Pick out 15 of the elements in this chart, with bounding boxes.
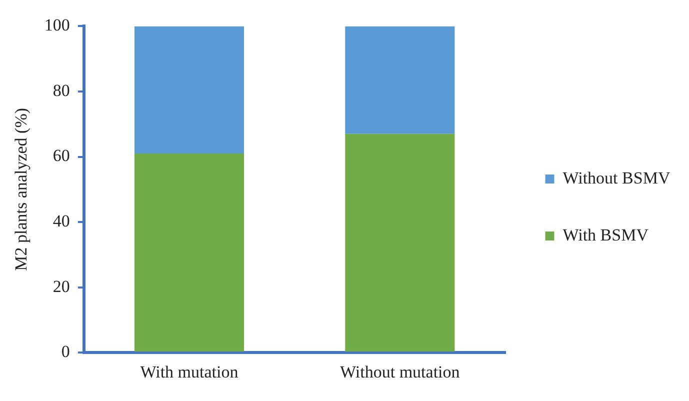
- y-tick-label: 40: [52, 212, 70, 231]
- bar: [345, 134, 455, 352]
- legend-label: With BSMV: [562, 225, 650, 244]
- legend-label: Without BSMV: [562, 168, 671, 188]
- bar: [345, 26, 455, 134]
- bar: [134, 153, 244, 352]
- y-tick-label: 20: [52, 276, 70, 296]
- x-tick-label: With mutation: [140, 362, 239, 382]
- x-tick-label: Without mutation: [340, 362, 460, 382]
- bar: [134, 26, 244, 154]
- y-tick-label: 0: [61, 342, 70, 362]
- y-tick-label: 100: [44, 16, 70, 35]
- y-tick-label: 80: [52, 80, 70, 100]
- y-tick-label: 60: [52, 146, 70, 166]
- y-axis-title: M2 plants analyzed (%): [12, 108, 31, 271]
